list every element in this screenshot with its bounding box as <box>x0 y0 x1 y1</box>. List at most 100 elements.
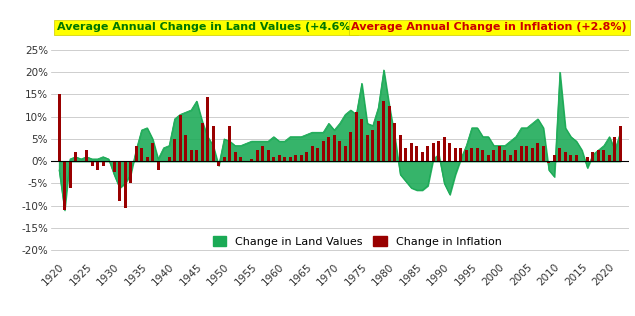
Bar <box>498 146 501 161</box>
Bar <box>289 157 291 161</box>
Bar <box>504 150 506 161</box>
Bar <box>399 135 402 161</box>
Bar <box>553 155 556 161</box>
Bar <box>487 155 490 161</box>
Bar <box>575 155 578 161</box>
Bar <box>459 148 462 161</box>
Bar <box>608 155 611 161</box>
Bar <box>135 146 138 161</box>
Bar <box>58 94 60 161</box>
Bar <box>69 161 72 188</box>
Bar <box>371 130 374 161</box>
Bar <box>415 146 418 161</box>
Bar <box>591 152 594 161</box>
Legend: Change in Land Values, Change in Inflation: Change in Land Values, Change in Inflati… <box>208 232 506 252</box>
Bar <box>217 161 220 166</box>
Bar <box>151 143 154 161</box>
Bar <box>509 155 512 161</box>
Bar <box>333 135 336 161</box>
Bar <box>74 152 77 161</box>
Bar <box>145 157 149 161</box>
Bar <box>597 150 600 161</box>
Bar <box>338 141 341 161</box>
Bar <box>481 150 485 161</box>
Bar <box>239 157 242 161</box>
Bar <box>283 157 286 161</box>
Bar <box>184 135 187 161</box>
Bar <box>195 150 198 161</box>
Bar <box>168 157 171 161</box>
Bar <box>311 146 314 161</box>
Bar <box>388 106 391 161</box>
Bar <box>426 146 429 161</box>
Bar <box>129 161 132 184</box>
Bar <box>190 150 192 161</box>
Bar <box>294 155 297 161</box>
Bar <box>454 148 457 161</box>
Bar <box>492 150 495 161</box>
Bar <box>112 161 116 172</box>
Text: Average Annual Change in Land Values (+4.6%): Average Annual Change in Land Values (+4… <box>57 22 355 32</box>
Bar <box>157 161 159 170</box>
Bar <box>206 97 209 161</box>
Bar <box>305 152 308 161</box>
Bar <box>118 161 121 201</box>
Bar <box>514 150 518 161</box>
Bar <box>393 124 396 161</box>
Bar <box>382 101 385 161</box>
Text: Average Annual Change in Inflation (+2.8%): Average Annual Change in Inflation (+2.8… <box>351 22 627 32</box>
Bar <box>102 161 105 166</box>
Bar <box>421 152 424 161</box>
Bar <box>96 161 99 170</box>
Bar <box>377 121 380 161</box>
Bar <box>355 112 358 161</box>
Bar <box>564 152 567 161</box>
Bar <box>234 152 237 161</box>
Bar <box>558 148 561 161</box>
Bar <box>410 143 413 161</box>
Bar <box>267 150 270 161</box>
Bar <box>173 139 176 161</box>
Bar <box>349 132 352 161</box>
Bar <box>124 161 126 208</box>
Bar <box>547 161 551 163</box>
Bar <box>256 150 258 161</box>
Bar <box>476 148 479 161</box>
Bar <box>178 114 182 161</box>
Bar <box>277 155 281 161</box>
Bar <box>542 146 545 161</box>
Bar <box>471 148 473 161</box>
Bar <box>300 155 303 161</box>
Bar <box>366 135 369 161</box>
Bar <box>360 119 363 161</box>
Bar <box>603 150 605 161</box>
Bar <box>448 143 451 161</box>
Bar <box>537 143 539 161</box>
Bar <box>613 137 617 161</box>
Bar <box>316 148 319 161</box>
Bar <box>250 159 253 161</box>
Bar <box>438 141 440 161</box>
Bar <box>211 126 215 161</box>
Bar <box>525 146 528 161</box>
Bar <box>619 126 622 161</box>
Bar <box>570 155 572 161</box>
Bar <box>63 161 66 210</box>
Bar <box>223 157 225 161</box>
Bar <box>322 141 324 161</box>
Bar <box>201 124 204 161</box>
Bar <box>404 148 407 161</box>
Bar <box>91 161 93 166</box>
Bar <box>327 137 330 161</box>
Bar <box>228 126 231 161</box>
Bar <box>261 146 264 161</box>
Bar <box>586 157 589 161</box>
Bar <box>531 148 534 161</box>
Bar <box>85 150 88 161</box>
Bar <box>465 150 468 161</box>
Bar <box>520 146 523 161</box>
Bar <box>140 148 143 161</box>
Bar <box>432 143 435 161</box>
Bar <box>344 146 347 161</box>
Bar <box>443 137 446 161</box>
